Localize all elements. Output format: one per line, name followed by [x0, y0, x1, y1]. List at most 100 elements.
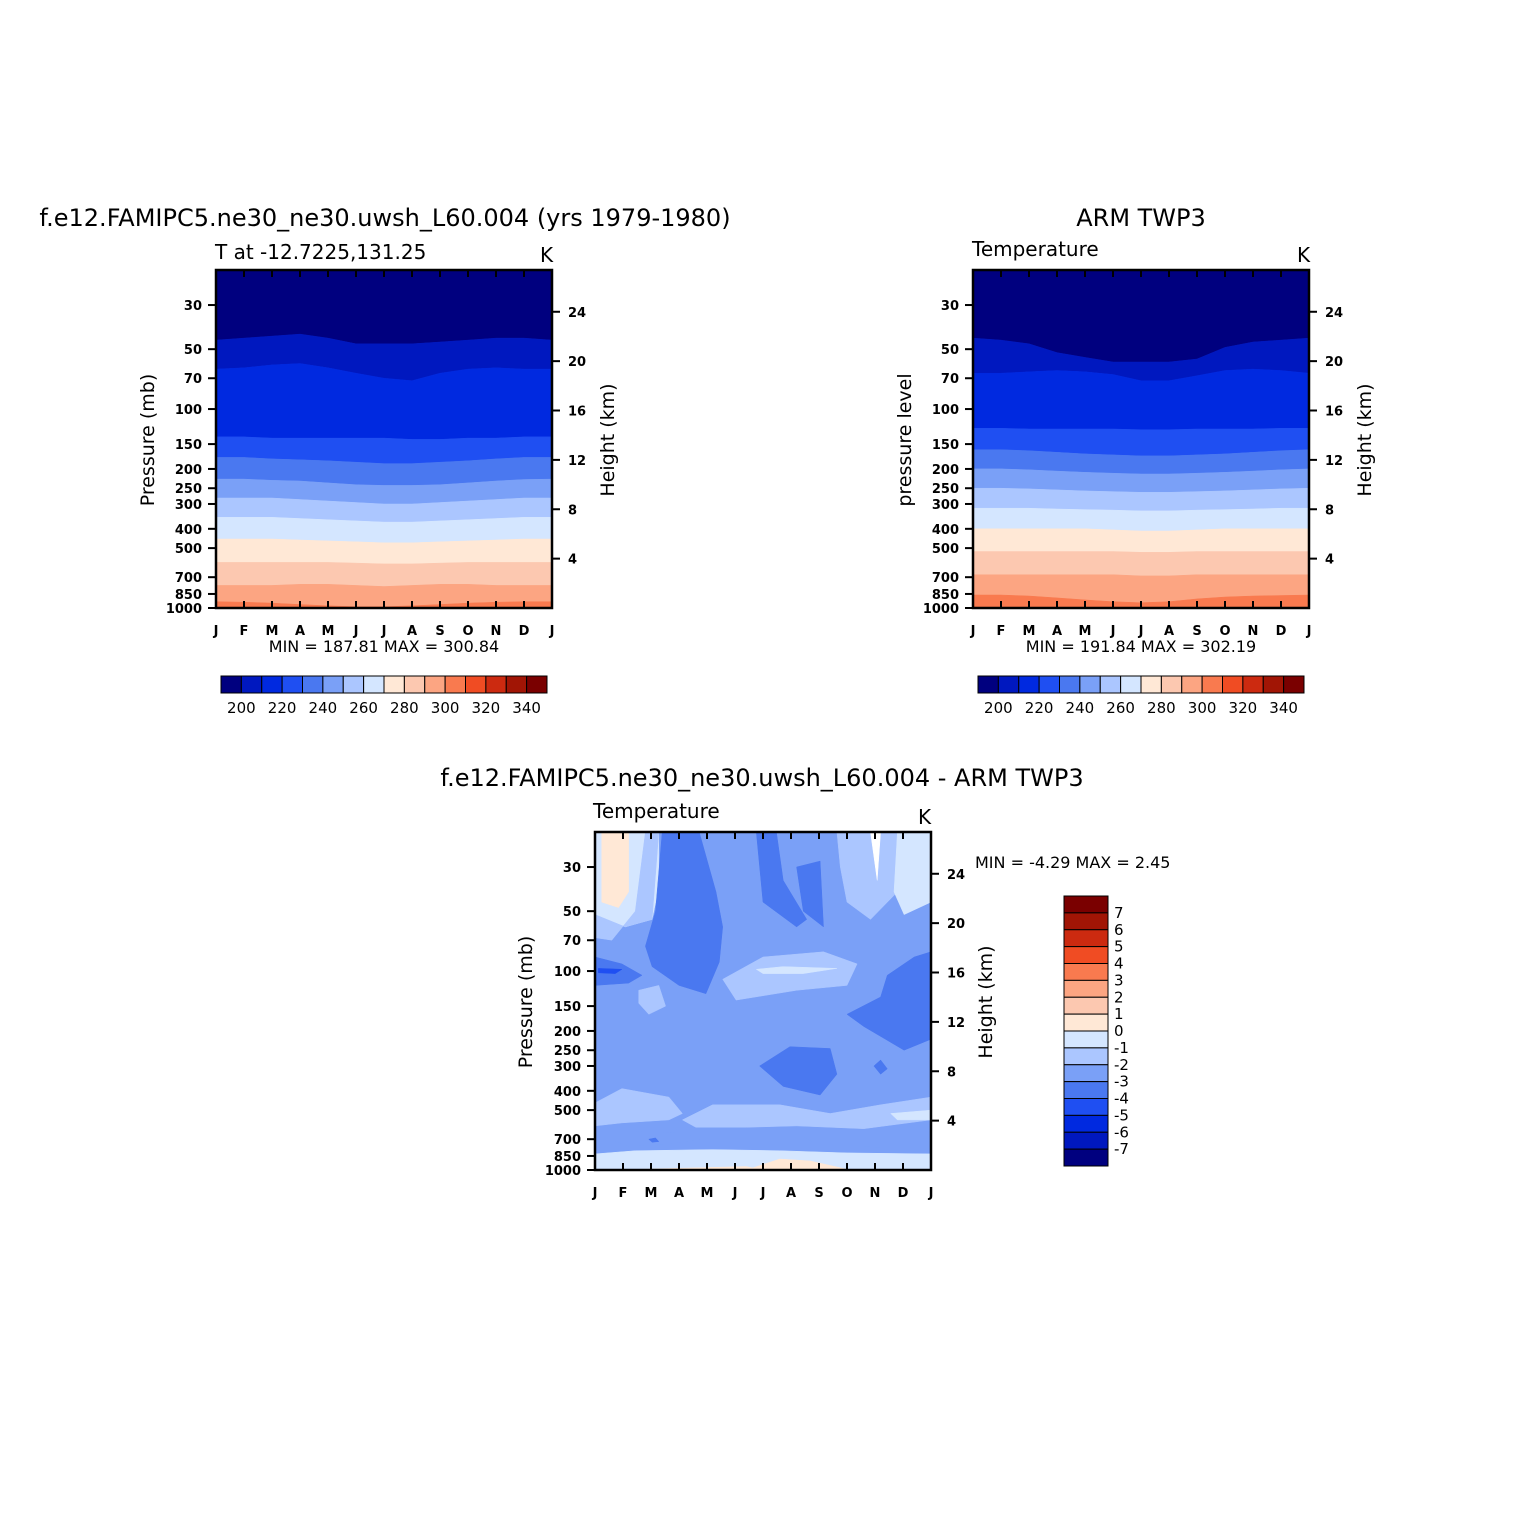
diff-region [796, 860, 824, 928]
pressure-tick-label: 1000 [923, 602, 959, 617]
colorbar-label: 240 [309, 699, 338, 717]
pressure-tick-label: 850 [175, 588, 202, 603]
month-tick-label: F [619, 1186, 628, 1201]
month-tick-label: S [1192, 624, 1201, 639]
colorbar-swatch [505, 675, 528, 694]
month-tick-label: D [898, 1186, 909, 1201]
month-tick-label: N [491, 624, 502, 639]
height-tick-label: 16 [1325, 405, 1343, 420]
colorbar-swatch [322, 675, 344, 694]
month-tick-label: M [322, 624, 335, 639]
month-tick-label: M [1023, 624, 1036, 639]
colorbar-label: 340 [1269, 699, 1298, 717]
pressure-tick-label: 300 [175, 498, 202, 513]
height-tick-label: 12 [568, 454, 586, 469]
colorbar-label: 240 [1066, 699, 1095, 717]
pressure-tick-label: 50 [184, 343, 202, 358]
temperature-band [215, 269, 553, 345]
colorbar-swatch [1038, 675, 1060, 694]
colorbar-swatch [383, 675, 405, 694]
month-tick-label: M [701, 1186, 714, 1201]
pressure-tick-label: 1000 [545, 1164, 581, 1179]
colorbar-label: 7 [1114, 904, 1124, 922]
colorbar-label: 300 [1188, 699, 1217, 717]
colorbar-swatch [1063, 946, 1109, 964]
month-tick-label: M [645, 1186, 658, 1201]
model-panel-ylabel-right: Height (km) [597, 383, 619, 496]
colorbar-label: 300 [431, 699, 460, 717]
obs-panel-colorbar: 200 220 240 260 280 300 320 340 [977, 675, 1305, 717]
pressure-tick-label: 500 [554, 1104, 581, 1119]
height-tick-label: 12 [1325, 454, 1343, 469]
month-tick-label: N [1248, 624, 1259, 639]
pressure-tick-label: 100 [554, 965, 581, 980]
pressure-tick-label: 150 [175, 438, 202, 453]
colorbar-swatch [220, 675, 242, 694]
month-tick-label: J [928, 1186, 934, 1201]
month-tick-label: O [841, 1186, 852, 1201]
height-tick-label: 8 [947, 1065, 956, 1080]
diff-region [638, 985, 666, 1015]
colorbar-label: 320 [1229, 699, 1258, 717]
month-tick-label: J [1110, 624, 1116, 639]
height-tick-label: 4 [947, 1115, 956, 1130]
colorbar-label: 320 [472, 699, 501, 717]
colorbar-label: 220 [1025, 699, 1054, 717]
pressure-tick-label: 500 [932, 542, 959, 557]
colorbar-swatch [1018, 675, 1040, 694]
colorbar-swatch [1063, 996, 1109, 1015]
diff-panel-stats: MIN = -4.29 MAX = 2.45 [975, 853, 1170, 872]
colorbar-label: 260 [1106, 699, 1135, 717]
obs-panel-ylabel-right: Height (km) [1354, 383, 1376, 496]
colorbar-swatch [1063, 1081, 1109, 1099]
height-tick-label: 4 [1325, 553, 1334, 568]
colorbar-swatch [1283, 675, 1305, 694]
height-tick-label: 20 [568, 355, 586, 370]
colorbar-swatch [444, 675, 466, 694]
colorbar-swatch [424, 675, 446, 694]
diff-region [893, 831, 932, 915]
pressure-tick-label: 50 [941, 343, 959, 358]
colorbar-label: 6 [1114, 921, 1124, 939]
colorbar-label: -6 [1114, 1123, 1129, 1141]
colorbar-swatch [403, 675, 426, 694]
colorbar-swatch [1120, 675, 1142, 694]
month-tick-label: A [786, 1186, 796, 1201]
month-tick-label: J [732, 1186, 738, 1201]
temperature-band [215, 562, 553, 587]
colorbar-label: 280 [1147, 699, 1176, 717]
diff-panel: f.e12.FAMIPC5.ne30_ne30.uwsh_L60.004 - A… [440, 764, 1170, 1201]
month-tick-label: M [266, 624, 279, 639]
pressure-tick-label: 50 [563, 905, 581, 920]
temperature-band [972, 551, 1310, 577]
pressure-tick-label: 400 [175, 523, 202, 538]
month-tick-label: J [592, 1186, 598, 1201]
temperature-band [972, 528, 1310, 553]
colorbar-swatch [281, 675, 303, 694]
diff-panel-subtitle: Temperature [592, 799, 720, 823]
colorbar-swatch [1059, 675, 1081, 694]
pressure-tick-label: 850 [554, 1150, 581, 1165]
colorbar-label: -7 [1114, 1140, 1129, 1158]
month-tick-label: A [1052, 624, 1062, 639]
diff-region [598, 968, 623, 974]
height-tick-label: 20 [1325, 355, 1343, 370]
diff-region [755, 966, 837, 974]
model-panel: f.e12.FAMIPC5.ne30_ne30.uwsh_L60.004 (yr… [39, 204, 730, 717]
pressure-tick-label: 200 [175, 463, 202, 478]
colorbar-swatch [1063, 1098, 1109, 1116]
colorbar-swatch [465, 675, 487, 694]
pressure-tick-label: 700 [554, 1133, 581, 1148]
colorbar-label: -4 [1114, 1090, 1129, 1108]
obs-panel-stats: MIN = 191.84 MAX = 302.19 [1026, 637, 1256, 656]
colorbar-swatch [1063, 929, 1109, 948]
model-panel-units: K [540, 243, 554, 267]
height-tick-label: 16 [947, 967, 965, 982]
colorbar-swatch [1242, 675, 1264, 694]
height-tick-label: 24 [568, 306, 586, 321]
obs-panel-ylabel: pressure level [894, 373, 916, 506]
pressure-tick-label: 150 [554, 1000, 581, 1015]
pressure-tick-label: 300 [932, 498, 959, 513]
colorbar-swatch [1099, 675, 1122, 694]
